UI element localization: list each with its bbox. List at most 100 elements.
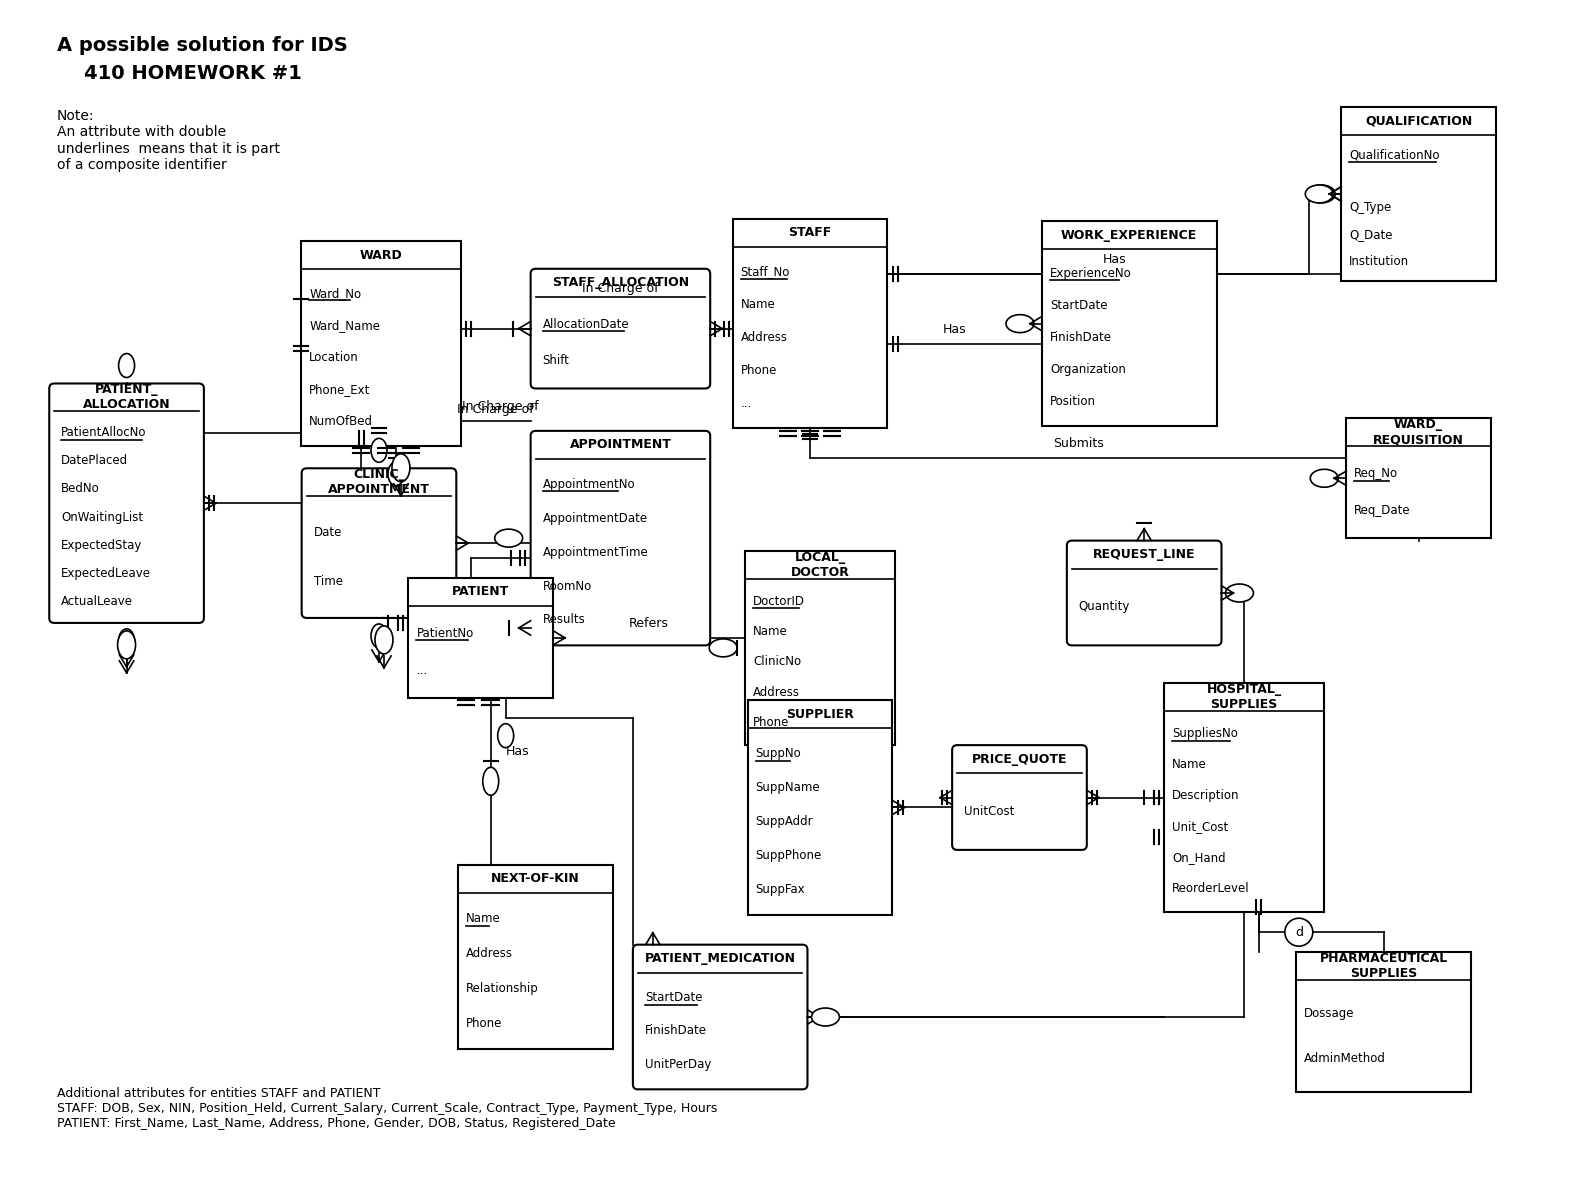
Text: A possible solution for IDS: A possible solution for IDS (57, 37, 348, 56)
Text: Unit_Cost: Unit_Cost (1172, 821, 1229, 834)
Text: SuppliesNo: SuppliesNo (1172, 728, 1239, 741)
Text: Address: Address (466, 948, 514, 961)
FancyBboxPatch shape (1067, 541, 1221, 646)
Text: PatientAllocNo: PatientAllocNo (62, 426, 146, 439)
Text: ReorderLevel: ReorderLevel (1172, 883, 1250, 896)
Text: DoctorID: DoctorID (754, 595, 805, 608)
Text: AppointmentTime: AppointmentTime (542, 545, 649, 558)
Bar (1164, 683, 1324, 912)
Text: Q_Type: Q_Type (1350, 201, 1391, 214)
Ellipse shape (483, 768, 499, 795)
Text: PHARMACEUTICAL
SUPPLIES: PHARMACEUTICAL SUPPLIES (1320, 952, 1448, 981)
Text: In Charge of: In Charge of (582, 283, 658, 296)
Bar (1296, 952, 1471, 1092)
Text: d: d (1294, 926, 1302, 938)
FancyBboxPatch shape (302, 468, 456, 618)
Bar (1342, 106, 1496, 282)
Ellipse shape (370, 439, 386, 463)
Text: ExperienceNo: ExperienceNo (1049, 267, 1132, 280)
Text: Name: Name (754, 625, 789, 638)
FancyBboxPatch shape (531, 431, 711, 646)
Text: ExpectedLeave: ExpectedLeave (62, 567, 151, 580)
Text: StartDate: StartDate (1049, 299, 1107, 312)
Bar (409, 578, 553, 698)
Text: STAFF_ALLOCATION: STAFF_ALLOCATION (552, 276, 688, 289)
Text: AppointmentNo: AppointmentNo (542, 478, 636, 491)
Ellipse shape (709, 639, 738, 657)
Bar (458, 865, 612, 1049)
Text: SUPPLIER: SUPPLIER (785, 707, 854, 720)
Text: PATIENT_
ALLOCATION: PATIENT_ ALLOCATION (83, 383, 170, 412)
Text: Address: Address (741, 331, 787, 344)
Text: Name: Name (466, 912, 501, 925)
Text: FinishDate: FinishDate (646, 1024, 708, 1037)
Text: CLINIC_
APPOINTMENT: CLINIC_ APPOINTMENT (328, 468, 429, 496)
Text: PATIENT: PATIENT (452, 586, 509, 599)
Text: SuppNo: SuppNo (755, 748, 801, 761)
Text: ...: ... (417, 664, 428, 677)
Text: Name: Name (1172, 758, 1207, 771)
Text: Relationship: Relationship (466, 982, 539, 995)
Ellipse shape (370, 623, 386, 648)
Text: On_Hand: On_Hand (1172, 852, 1226, 865)
Text: Staff_No: Staff_No (741, 265, 790, 278)
Text: STAFF: STAFF (789, 226, 832, 239)
Text: Phone: Phone (466, 1017, 502, 1030)
Text: Has: Has (506, 745, 529, 758)
Text: HOSPITAL_
SUPPLIES: HOSPITAL_ SUPPLIES (1207, 683, 1282, 711)
Text: NEXT-OF-KIN: NEXT-OF-KIN (491, 872, 580, 885)
Text: Results: Results (542, 614, 585, 627)
Text: AppointmentDate: AppointmentDate (542, 512, 647, 525)
Text: Has: Has (943, 323, 967, 336)
Text: DatePlaced: DatePlaced (62, 454, 129, 467)
Text: Quantity: Quantity (1080, 601, 1130, 614)
Text: Phone_Ext: Phone_Ext (308, 383, 370, 396)
Ellipse shape (498, 724, 514, 748)
Text: Ward_No: Ward_No (308, 286, 361, 299)
Text: APPOINTMENT: APPOINTMENT (569, 439, 671, 452)
Ellipse shape (119, 354, 135, 377)
Text: Organization: Organization (1049, 363, 1126, 376)
Text: QualificationNo: QualificationNo (1350, 148, 1439, 161)
Text: FinishDate: FinishDate (1049, 331, 1111, 344)
Text: WORK_EXPERIENCE: WORK_EXPERIENCE (1061, 228, 1197, 241)
Text: Phone: Phone (754, 716, 790, 729)
Text: Location: Location (308, 351, 359, 364)
Text: ...: ... (741, 397, 752, 411)
Text: PATIENT_MEDICATION: PATIENT_MEDICATION (644, 952, 795, 965)
Text: Shift: Shift (542, 355, 569, 368)
Text: Date: Date (313, 526, 342, 539)
Ellipse shape (393, 454, 410, 481)
Text: In Charge of: In Charge of (458, 403, 534, 416)
FancyBboxPatch shape (49, 383, 204, 623)
Text: Q_Date: Q_Date (1350, 228, 1393, 241)
Text: WARD_
REQUISITION: WARD_ REQUISITION (1374, 419, 1464, 446)
Text: PRICE_QUOTE: PRICE_QUOTE (971, 752, 1067, 765)
Bar (1041, 221, 1216, 426)
Text: OnWaitingList: OnWaitingList (62, 511, 143, 524)
Text: Req_Date: Req_Date (1355, 504, 1410, 517)
Text: StartDate: StartDate (646, 991, 703, 1004)
Text: SuppPhone: SuppPhone (755, 849, 822, 862)
Text: In Charge of: In Charge of (463, 400, 539, 413)
Bar (733, 219, 887, 428)
Ellipse shape (1310, 470, 1339, 487)
Text: Institution: Institution (1350, 254, 1409, 267)
Text: QUALIFICATION: QUALIFICATION (1364, 114, 1472, 127)
Bar (747, 700, 892, 914)
Text: REQUEST_LINE: REQUEST_LINE (1092, 548, 1196, 561)
Text: SuppFax: SuppFax (755, 883, 805, 896)
Ellipse shape (494, 529, 523, 547)
Text: UnitPerDay: UnitPerDay (646, 1058, 711, 1071)
Text: Req_No: Req_No (1355, 467, 1398, 480)
Text: Time: Time (313, 575, 342, 588)
Text: Dossage: Dossage (1304, 1007, 1355, 1020)
Text: BedNo: BedNo (62, 483, 100, 496)
Ellipse shape (1285, 918, 1313, 946)
Text: ClinicNo: ClinicNo (754, 655, 801, 668)
Text: Has: Has (1102, 253, 1126, 266)
Text: Additional attributes for entities STAFF and PATIENT
STAFF: DOB, Sex, NIN, Posit: Additional attributes for entities STAFF… (57, 1087, 717, 1130)
Text: SuppName: SuppName (755, 781, 820, 794)
Text: ActualLeave: ActualLeave (62, 595, 134, 608)
Ellipse shape (1305, 185, 1334, 203)
